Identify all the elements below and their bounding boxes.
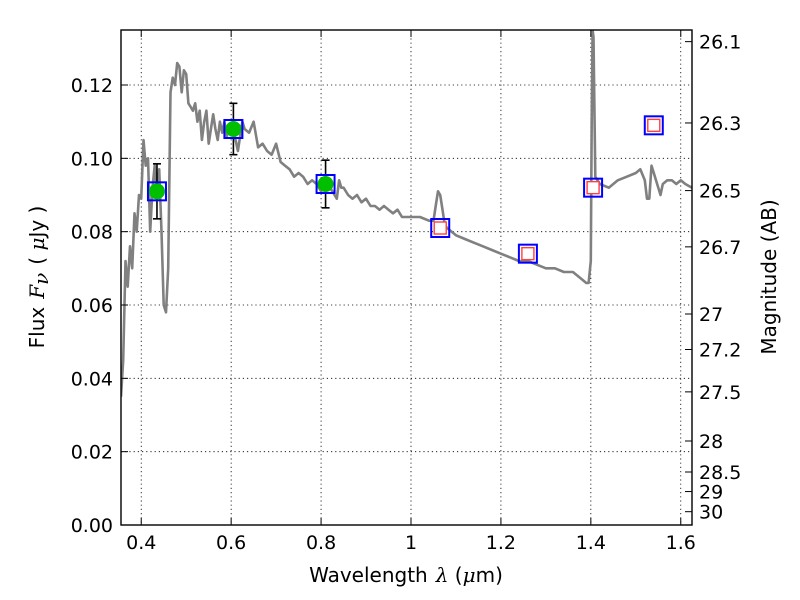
y2-tick-label: 26.3 [699,113,741,135]
y-tick-label: 0.02 [71,442,113,464]
y2-tick-label: 27.2 [699,340,741,362]
upper-limit-square [647,118,661,133]
x-axis-label: Wavelength λ (μm) [309,563,503,587]
y-tick-label: 0.06 [71,295,113,317]
y2-tick-label: 29 [699,482,723,504]
ticks: 0.4 0.6 0.8 1 1.2 1.4 1.6 0.00 0.02 0.04 0.06 0.08 0… [71,30,741,554]
y2-tick-label: 28 [699,431,723,453]
y2-tick-label: 27.5 [699,382,741,404]
model-band-square [643,115,664,136]
upper-limit-square [521,246,535,261]
x-tick-label: 1.4 [576,532,606,554]
observed-point [148,183,165,200]
upper-limit-square [586,180,600,195]
grid-lines [121,30,692,526]
model-band-square [315,174,336,194]
model-band-square [146,181,167,202]
y-axis-label: FluxFν( μJy ) [25,206,53,349]
y-tick-label: 0.00 [71,515,113,537]
model-band-square [517,243,538,264]
data-markers [146,102,664,264]
x-tick-label: 1 [405,532,417,554]
y2-tick-label: 28.5 [699,462,741,484]
y-tick-label: 0.10 [71,148,113,170]
y2-tick-label: 30 [699,502,723,524]
model-band-square [223,119,244,139]
model-band-square [583,177,604,198]
y2-tick-label: 26.5 [699,181,741,203]
observed-point [225,121,242,137]
x-tick-label: 0.8 [306,532,336,554]
y2-tick-label: 26.7 [699,237,741,259]
model-spectrum-line [121,30,692,397]
y2-tick-label: 27 [699,304,723,326]
y-tick-label: 0.04 [71,368,113,390]
model-spectrum [121,30,692,397]
observed-point [317,176,334,192]
model-band-square [430,218,451,238]
y-tick-label: 0.08 [71,222,113,244]
y-tick-label: 0.12 [71,75,113,97]
upper-limit-square [433,221,447,235]
plot-frame [120,29,693,526]
y2-tick-label: 26.1 [699,32,741,54]
x-tick-label: 1.2 [486,532,516,554]
x-tick-label: 1.6 [666,532,696,554]
x-tick-label: 0.4 [126,532,156,554]
x-tick-label: 0.6 [216,532,246,554]
y2-axis-label: Magnitude (AB) [757,199,781,354]
